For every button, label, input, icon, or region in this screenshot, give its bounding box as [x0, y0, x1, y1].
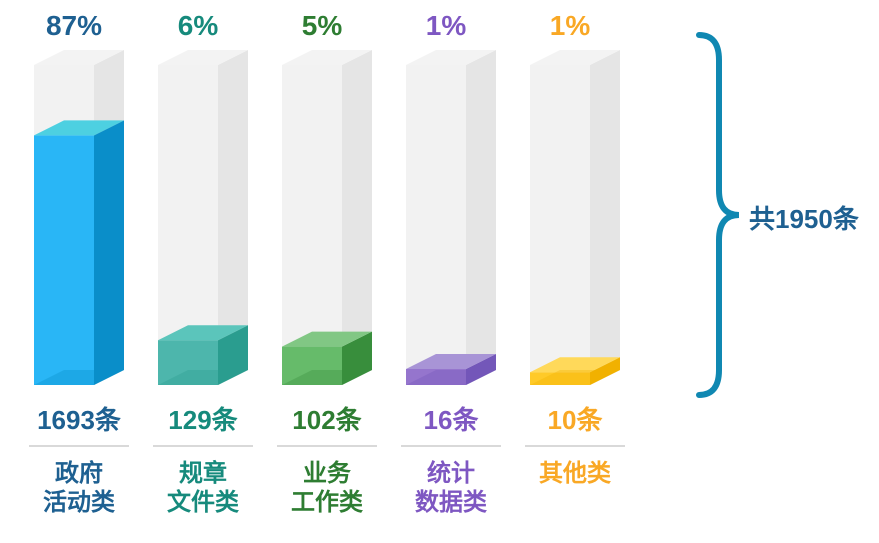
count-label: 129条: [143, 400, 263, 437]
percent-label: 5%: [277, 10, 367, 42]
category-label-line2: 文件类: [167, 489, 239, 516]
divider: [277, 445, 377, 447]
bar-column: [34, 50, 124, 385]
category-label-line1: 政府: [55, 460, 103, 487]
category-label-line2: 数据类: [415, 489, 487, 516]
count-label: 10条: [515, 400, 635, 437]
category-label: 其他类: [525, 460, 625, 489]
divider: [401, 445, 501, 447]
category-label-line1: 其他类: [539, 460, 611, 487]
bar-chart: 87% 1693条政府活动类 6% 129条规章文件类 5% 102条业务工作类 1% 16条…: [0, 0, 879, 543]
category-label: 业务工作类: [277, 460, 377, 518]
percent-label: 87%: [29, 10, 119, 42]
category-label: 统计数据类: [401, 460, 501, 518]
percent-label: 1%: [525, 10, 615, 42]
divider: [29, 445, 129, 447]
category-label: 规章文件类: [153, 460, 253, 518]
percent-label: 1%: [401, 10, 491, 42]
curly-brace-icon: [694, 30, 744, 405]
bar-column: [530, 50, 620, 385]
count-label: 16条: [391, 400, 511, 437]
category-label-line1: 业务: [303, 460, 351, 487]
divider: [525, 445, 625, 447]
category-label-line2: 活动类: [43, 489, 115, 516]
bar-column: [406, 50, 496, 385]
category-label-line1: 统计: [427, 460, 475, 487]
bar-column: [158, 50, 248, 385]
count-label: 102条: [267, 400, 387, 437]
category-label-line2: 工作类: [291, 489, 363, 516]
bar-column: [282, 50, 372, 385]
category-label-line1: 规章: [179, 460, 227, 487]
divider: [153, 445, 253, 447]
count-label: 1693条: [19, 400, 139, 437]
total-label: 共1950条: [749, 199, 859, 236]
category-label: 政府活动类: [29, 460, 129, 518]
percent-label: 6%: [153, 10, 243, 42]
